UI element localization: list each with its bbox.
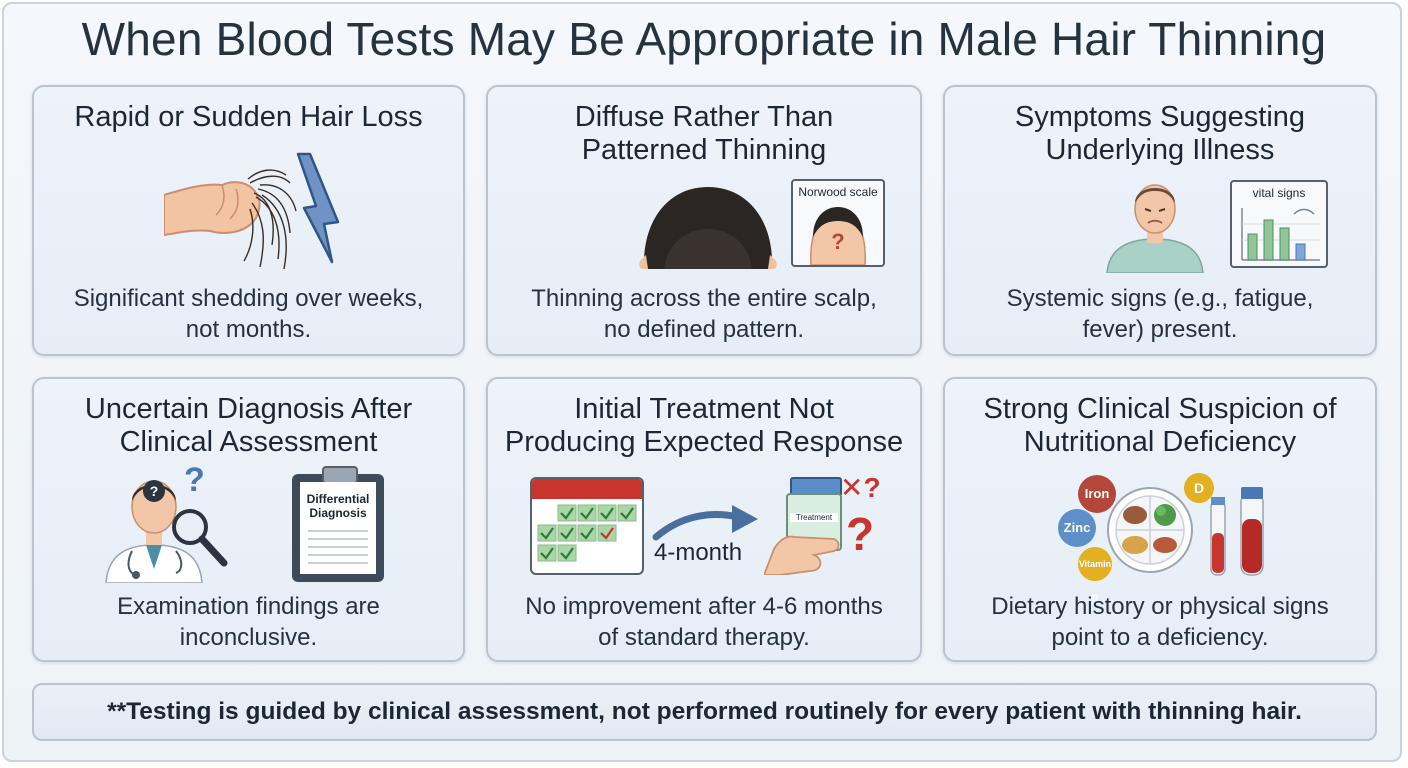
card-title: Initial Treatment Not Producing Expected… [504, 393, 904, 458]
card-rapid-hair-loss: Rapid or Sudden Hair Loss Significant sh… [32, 85, 465, 356]
thinning-head-icon [639, 187, 777, 269]
footer-note: **Testing is guided by clinical assessme… [32, 683, 1377, 741]
norwood-scale-label: Norwood scale [798, 185, 878, 199]
arrow-duration-label: 4-month [654, 539, 743, 566]
card-description: Examination findings are inconclusive. [117, 593, 380, 651]
blood-tubes-icon [1210, 487, 1264, 576]
card-underlying-illness: Symptoms Suggesting Underlying Illness v… [943, 85, 1377, 356]
hand-holding-icon [764, 535, 840, 575]
downward-lightning-arrow-icon [296, 152, 340, 264]
clipboard-label: Differential Diagnosis [306, 492, 370, 520]
doctor-magnifier-icon: ? [105, 480, 228, 583]
card-uncertain-diagnosis: Uncertain Diagnosis After Clinical Asses… [32, 377, 465, 662]
card-title: Rapid or Sudden Hair Loss [74, 101, 423, 133]
card-description: No improvement after 4-6 months of stand… [525, 593, 883, 651]
svg-text:?: ? [150, 483, 159, 499]
card-treatment-response: Initial Treatment Not Producing Expected… [486, 377, 922, 662]
card-title: Symptoms Suggesting Underlying Illness [1014, 101, 1306, 166]
calendar-header [532, 479, 642, 499]
hand-hair-clump-icon [164, 169, 297, 270]
page-title: When Blood Tests May Be Appropriate in M… [81, 13, 1327, 65]
red-question-mark: ? [846, 508, 875, 560]
calendar-checks [537, 504, 637, 562]
bar-chart-icon [1241, 208, 1320, 261]
unwell-man-icon [1106, 184, 1204, 273]
card-description: Dietary history or physical signs point … [991, 593, 1329, 651]
card-description: Thinning across the entire scalp, no def… [531, 285, 877, 343]
differential-diagnosis-clipboard: Differential Diagnosis [292, 466, 384, 582]
card-description: Significant shedding over weeks, not mon… [73, 285, 424, 343]
vital-signs-inset: vital signs [1230, 180, 1328, 268]
curved-arrow-icon [652, 505, 758, 541]
bottle-label: Treatment [790, 513, 838, 522]
norwood-scale-inset: Norwood scale ? [791, 179, 885, 267]
nutrient-badge-zinc: Zinc [1058, 509, 1096, 547]
clipboard-lines [308, 530, 368, 564]
clipboard-paper: Differential Diagnosis [300, 482, 376, 574]
question-mark-icon: ? [184, 461, 205, 499]
cross-question-mark: ✕? [840, 472, 881, 503]
food-plate-icon [1107, 487, 1193, 573]
card-diffuse-thinning: Diffuse Rather Than Patterned Thinning N… [486, 85, 922, 356]
card-title: Uncertain Diagnosis After Clinical Asses… [84, 393, 413, 458]
card-description: Systemic signs (e.g., fatigue, fever) pr… [1006, 285, 1314, 343]
card-nutritional-deficiency: Strong Clinical Suspicion of Nutritional… [943, 377, 1377, 662]
nutrient-badge-vitamin-d: Vitamin D [1078, 547, 1112, 603]
card-title: Diffuse Rather Than Patterned Thinning [574, 101, 834, 166]
head-silhouette-icon [810, 207, 866, 265]
vital-signs-label: vital signs [1252, 186, 1306, 200]
nutrient-badge-d: D [1184, 473, 1214, 503]
question-mark-icon: ? [831, 229, 845, 254]
calendar-icon [530, 477, 644, 575]
nutrient-badge-iron: Iron [1078, 475, 1116, 513]
card-title: Strong Clinical Suspicion of Nutritional… [983, 393, 1337, 458]
